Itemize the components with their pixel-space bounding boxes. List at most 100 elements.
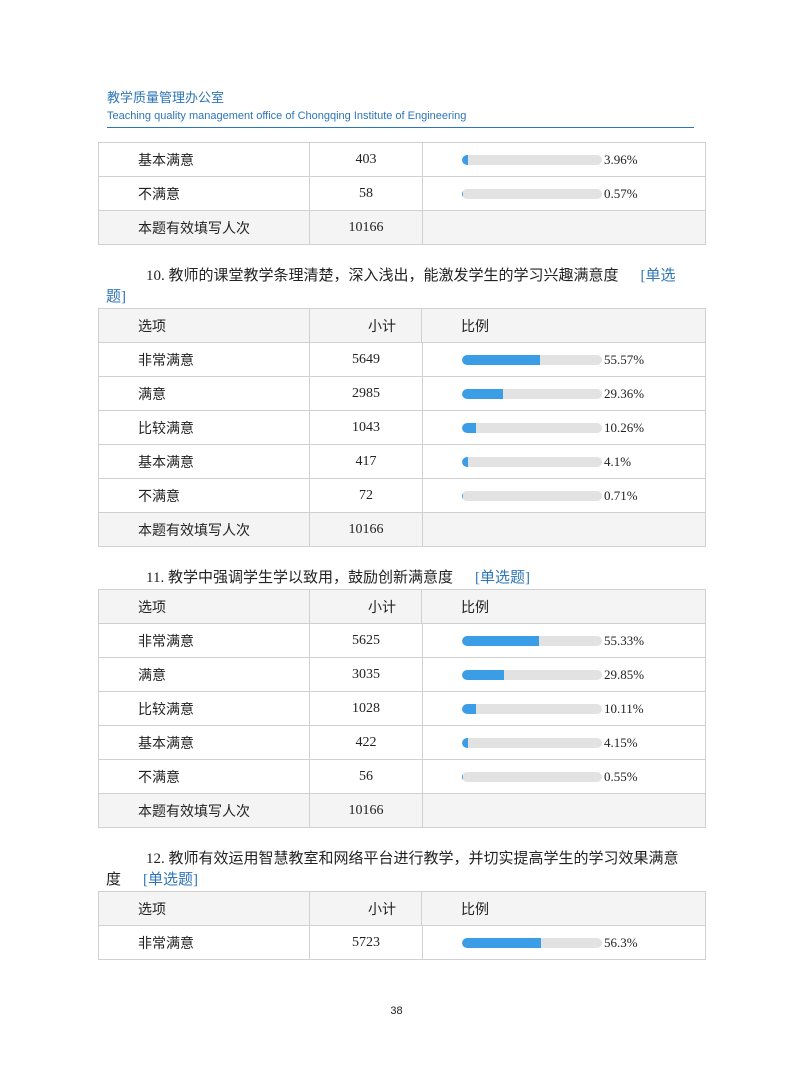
percent-cell: 29.85% — [423, 658, 705, 691]
percent-label: 10.11% — [604, 700, 644, 716]
count-cell: 422 — [310, 726, 423, 759]
percent-label: 3.96% — [604, 151, 638, 167]
bar-fill — [462, 354, 540, 365]
total-row: 本题有效填写人次 10166 — [99, 513, 705, 547]
option-cell: 比较满意 — [99, 411, 310, 444]
question-type: [单选题] — [143, 872, 199, 888]
bar-track — [462, 490, 602, 501]
percent-label: 55.33% — [604, 632, 645, 648]
percent-label: 0.55% — [604, 768, 638, 784]
data-row: 基本满意 422 4.15% — [99, 726, 705, 760]
option-cell: 不满意 — [99, 177, 310, 210]
bar-fill — [462, 703, 477, 714]
question-text: 10. 教师的课堂教学条理清楚，深入浅出，能激发学生的学习兴趣满意度 — [146, 268, 619, 284]
option-cell: 比较满意 — [99, 692, 310, 725]
data-row: 基本满意 403 3.96% — [99, 143, 705, 177]
question: 10. 教师的课堂教学条理清楚，深入浅出，能激发学生的学习兴趣满意度 [单选题] — [98, 266, 688, 308]
bar-track — [462, 771, 602, 782]
total-label: 本题有效填写人次 — [99, 794, 310, 827]
option-cell: 不满意 — [99, 479, 310, 512]
bar-track — [462, 635, 602, 646]
bar-track — [462, 937, 602, 948]
header-row: 选项 小计 比例 — [99, 892, 705, 926]
bar-fill — [462, 388, 504, 399]
bar-track — [462, 669, 602, 680]
count-cell: 72 — [310, 479, 423, 512]
table: 基本满意 403 3.96% 不满意 58 0.57% 本题有效填写人次 10166 — [98, 142, 706, 245]
bar-track — [462, 188, 602, 199]
bar-fill — [462, 737, 468, 748]
table: 选项 小计 比例 非常满意 5625 55.33% 满意 3035 29.85% 比较满意 1028… — [98, 589, 706, 828]
data-row: 满意 2985 29.36% — [99, 377, 705, 411]
total-row: 本题有效填写人次 10166 — [99, 794, 705, 828]
data-row: 不满意 58 0.57% — [99, 177, 705, 211]
count-cell: 1028 — [310, 692, 423, 725]
data-row: 非常满意 5649 55.57% — [99, 343, 705, 377]
question: 11. 教学中强调学生学以致用，鼓励创新满意度 [单选题] — [98, 568, 688, 589]
data-row: 满意 3035 29.85% — [99, 658, 705, 692]
data-row: 比较满意 1028 10.11% — [99, 692, 705, 726]
bar-track — [462, 456, 602, 467]
bar-fill — [462, 490, 463, 501]
bar-track — [462, 422, 602, 433]
percent-cell: 29.36% — [423, 377, 705, 410]
question-text: 12. 教师有效运用智慧教室和网络平台进行教学，并切实提高学生的学习效果满意度 — [106, 851, 679, 888]
header-cell: 小计 — [310, 892, 422, 925]
total-row: 本题有效填写人次 10166 — [99, 211, 705, 245]
header-cell: 比例 — [461, 902, 489, 918]
data-row: 非常满意 5625 55.33% — [99, 624, 705, 658]
bar-track — [462, 737, 602, 748]
count-cell: 1043 — [310, 411, 423, 444]
header-cell: 比例 — [461, 319, 489, 335]
question-type: [单选题] — [106, 268, 676, 305]
percent-cell: 10.11% — [423, 692, 705, 725]
percent-label: 0.71% — [604, 487, 638, 503]
header-cell: 选项 — [99, 309, 310, 342]
percent-label: 0.57% — [604, 185, 638, 201]
percent-label: 55.57% — [604, 351, 645, 367]
empty-cell — [423, 794, 705, 827]
bar-track — [462, 703, 602, 714]
bar-track — [462, 388, 602, 399]
total-count: 10166 — [310, 513, 423, 546]
header-row: 选项 小计 比例 — [99, 590, 705, 624]
percent-cell: 55.33% — [423, 624, 705, 657]
count-cell: 403 — [310, 143, 423, 176]
count-cell: 5649 — [310, 343, 423, 376]
empty-cell — [423, 513, 705, 546]
percent-cell: 0.71% — [423, 479, 705, 512]
option-cell: 满意 — [99, 377, 310, 410]
bar-track — [462, 354, 602, 365]
count-cell: 56 — [310, 760, 423, 793]
bar-fill — [462, 456, 468, 467]
count-cell: 5723 — [310, 926, 423, 959]
percent-label: 4.15% — [604, 734, 638, 750]
option-cell: 基本满意 — [99, 143, 310, 176]
data-row: 比较满意 1043 10.26% — [99, 411, 705, 445]
header-subtitle: Teaching quality management office of Ch… — [107, 110, 467, 122]
total-label: 本题有效填写人次 — [99, 211, 310, 244]
table: 选项 小计 比例非常满意 5723 56.3% — [98, 891, 706, 960]
data-row: 基本满意 417 4.1% — [99, 445, 705, 479]
bar-fill — [462, 669, 504, 680]
option-cell: 基本满意 — [99, 726, 310, 759]
count-cell: 58 — [310, 177, 423, 210]
question: 12. 教师有效运用智慧教室和网络平台进行教学，并切实提高学生的学习效果满意度[… — [98, 849, 688, 891]
percent-label: 29.36% — [604, 385, 645, 401]
percent-cell: 55.57% — [423, 343, 705, 376]
percent-label: 29.85% — [604, 666, 645, 682]
option-cell: 非常满意 — [99, 926, 310, 959]
option-cell: 满意 — [99, 658, 310, 691]
question-text: 11. 教学中强调学生学以致用，鼓励创新满意度 — [146, 570, 453, 586]
total-count: 10166 — [310, 794, 423, 827]
page-header: 教学质量管理办公室 Teaching quality management of… — [107, 88, 694, 128]
percent-cell: 3.96% — [423, 143, 705, 176]
data-row: 非常满意 5723 56.3% — [99, 926, 705, 960]
page-number: 38 — [390, 1005, 403, 1017]
bar-fill — [462, 635, 540, 646]
option-cell: 基本满意 — [99, 445, 310, 478]
bar-fill — [462, 188, 463, 199]
count-cell: 2985 — [310, 377, 423, 410]
header-cell: 选项 — [99, 892, 310, 925]
